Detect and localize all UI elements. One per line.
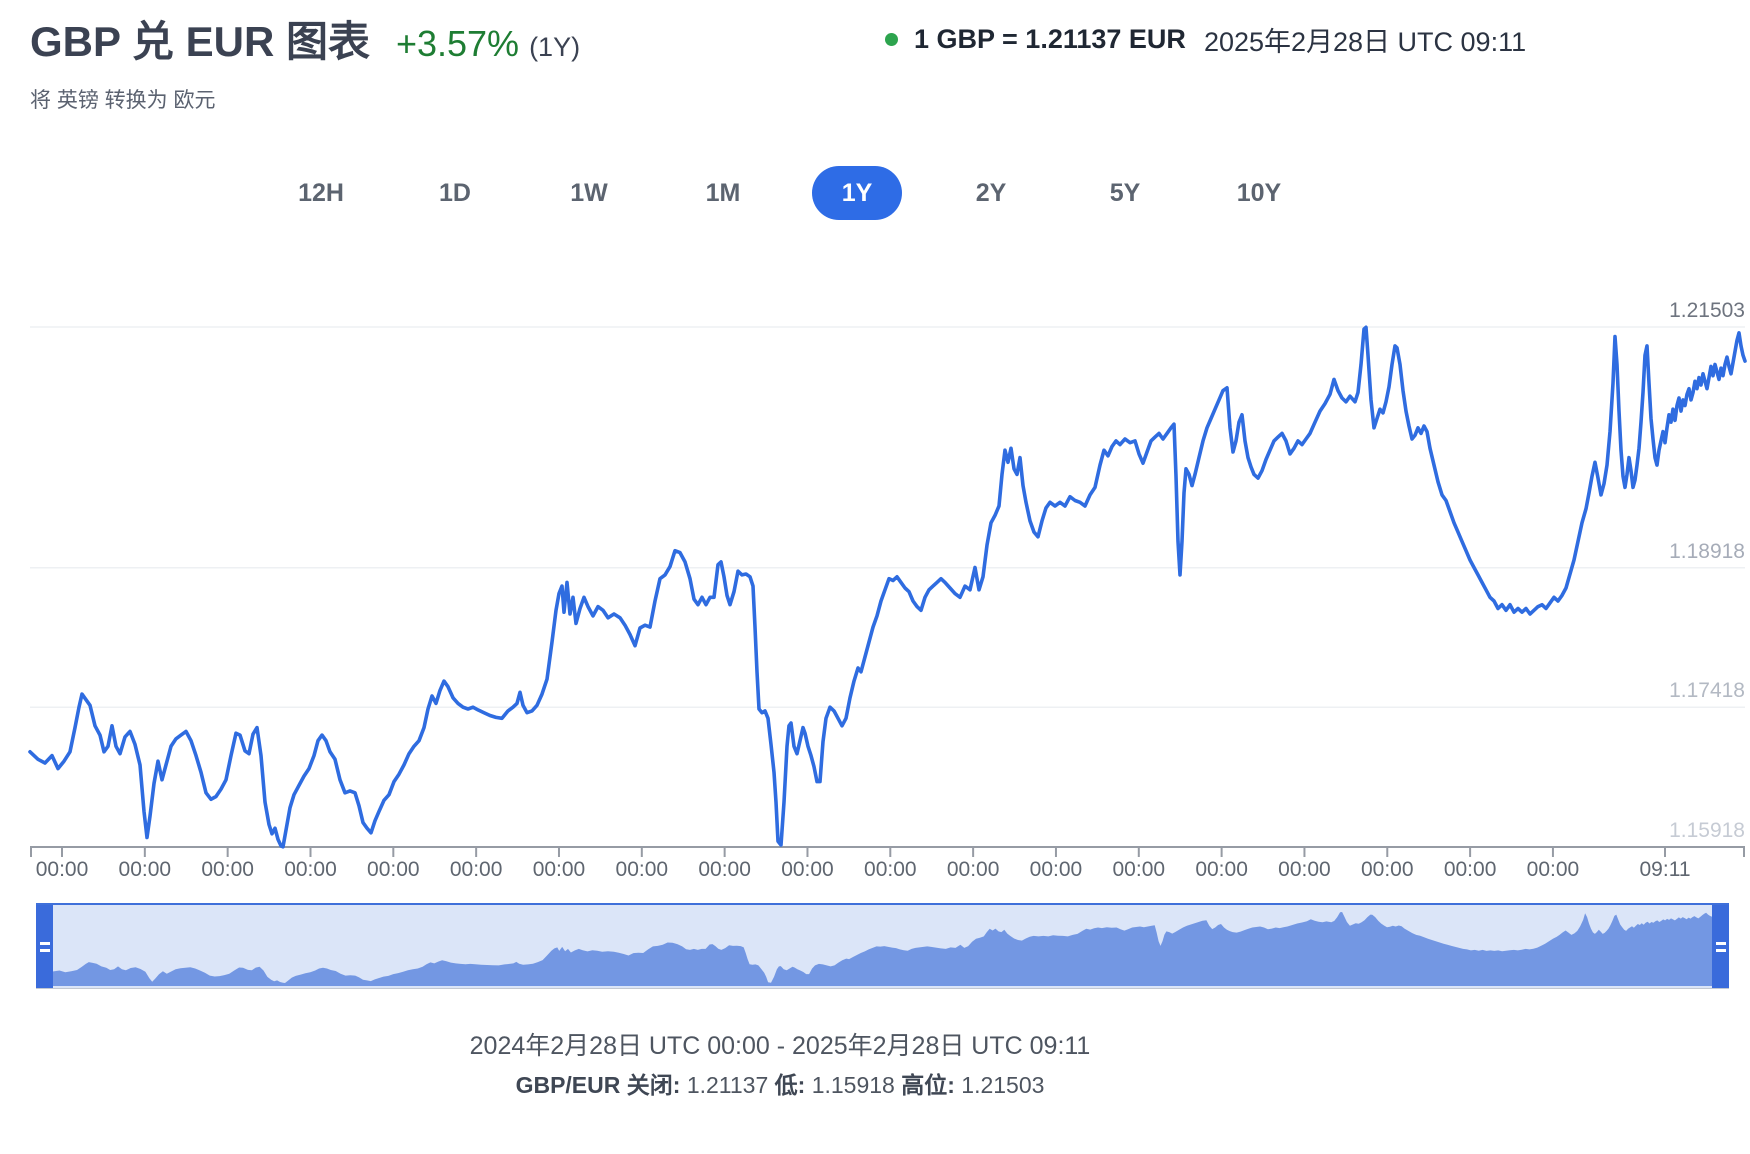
tab-12h[interactable]: 12H <box>298 178 344 207</box>
x-axis-tick-label: 00:00 <box>449 858 503 881</box>
navigator-right-handle[interactable] <box>1712 905 1729 988</box>
navigator-top-border <box>36 903 1729 906</box>
y-axis-tick-label: 1.18918 <box>1669 539 1745 563</box>
x-axis-ticks <box>30 847 1745 857</box>
y-axis-tick-label: 1.15918 <box>1669 819 1745 842</box>
y-axis-tick-label: 1.21503 <box>1669 299 1745 322</box>
header: GBP 兑 EUR 图表 +3.57% (1Y) <box>30 8 580 69</box>
tab-10y[interactable]: 10Y <box>1236 178 1282 207</box>
x-axis-tick-label: 00:00 <box>698 858 751 881</box>
tab-2y[interactable]: 2Y <box>975 178 1007 207</box>
navigator-left-handle[interactable] <box>36 905 53 988</box>
handle-grip-icon <box>39 941 50 945</box>
high-value: 1.21503 <box>961 1072 1045 1098</box>
x-axis-tick-label: 00:00 <box>367 858 420 881</box>
x-axis-tick-label: 00:00 <box>615 858 669 881</box>
y-axis-tick-label: 1.17418 <box>1669 679 1745 703</box>
high-label: 高位: <box>901 1072 955 1098</box>
date-range-text: 2024年2月28日 UTC 00:00 - 2025年2月28日 UTC 09… <box>469 1032 1091 1060</box>
close-label: 关闭: <box>626 1072 681 1098</box>
x-axis-tick-label: 00:00 <box>35 858 89 881</box>
tab-1d[interactable]: 1D <box>439 178 471 207</box>
x-axis-tick-label: 00:00 <box>532 858 586 881</box>
x-axis-tick-label: 00:00 <box>284 858 337 881</box>
x-axis-tick-label: 00:00 <box>201 858 254 881</box>
change-period: (1Y) <box>529 32 581 62</box>
x-axis-tick-label: 00:00 <box>781 858 834 881</box>
tab-5y[interactable]: 5Y <box>1109 178 1141 207</box>
x-axis-tick-label: 00:00 <box>118 858 172 881</box>
rate-value: 1 GBP = 1.21137 EUR <box>914 24 1186 54</box>
x-axis-tick-label: 00:00 <box>1112 858 1166 881</box>
navigator-bottom-border <box>36 988 1729 989</box>
gridlines <box>30 326 1745 709</box>
x-axis-tick-label: 00:00 <box>864 858 917 881</box>
rate-timestamp: 2025年2月28日 UTC 09:11 <box>1203 27 1527 57</box>
x-axis-tick-label: 00:00 <box>1443 858 1497 881</box>
x-axis-tick-label: 00:00 <box>1029 858 1083 881</box>
live-status-dot-icon <box>885 33 898 46</box>
low-label: 低: <box>774 1072 806 1098</box>
change-percent: +3.57% <box>395 23 520 64</box>
price-line-series <box>28 325 1747 849</box>
x-axis-tick-label: 09:11 <box>1639 858 1691 881</box>
tab-1m[interactable]: 1M <box>705 178 741 207</box>
x-axis-tick-label: 00:00 <box>1195 858 1248 881</box>
handle-grip-icon <box>1715 948 1726 952</box>
handle-grip-icon <box>39 948 50 952</box>
main-chart[interactable] <box>0 0 1750 1000</box>
navigator-track[interactable] <box>36 905 1729 988</box>
close-value: 1.21137 <box>686 1072 769 1098</box>
low-value: 1.15918 <box>811 1072 895 1098</box>
x-axis-tick-label: 00:00 <box>1526 858 1580 881</box>
x-axis-tick-label: 00:00 <box>1278 858 1331 881</box>
stats-summary: GBP/EUR 关闭: 1.21137 低: 1.15918 高位: 1.215… <box>0 1066 1560 1100</box>
handle-grip-icon <box>1715 941 1726 945</box>
x-axis-tick-label: 00:00 <box>1360 858 1414 881</box>
x-axis-tick-label: 00:00 <box>946 858 1000 881</box>
page-title: GBP 兑 EUR 图表 <box>30 18 370 65</box>
time-range-tabs: 12H 1D 1W 1M 1Y 2Y 5Y 10Y <box>0 166 1580 220</box>
tab-1y[interactable]: 1Y <box>812 166 902 220</box>
tab-1w[interactable]: 1W <box>570 178 608 207</box>
subtitle: 将 英镑 转换为 欧元 <box>30 89 216 112</box>
current-rate: 1 GBP = 1.21137 EUR 2025年2月28日 UTC 09:11 <box>885 20 1526 59</box>
pair-label: GBP/EUR <box>515 1072 621 1098</box>
